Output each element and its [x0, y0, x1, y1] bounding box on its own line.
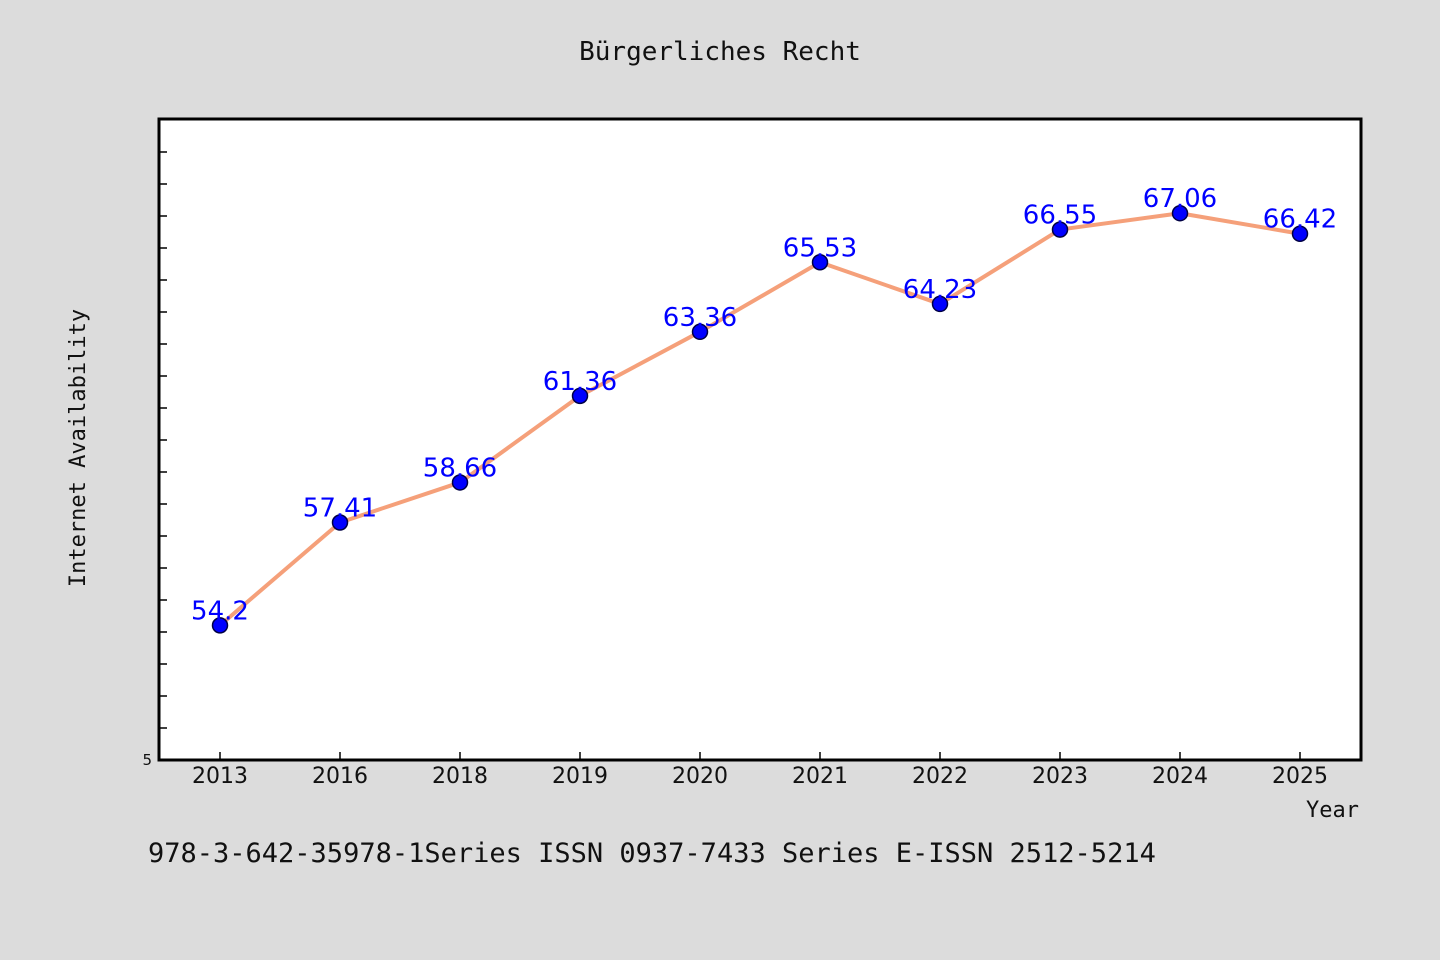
series-line — [218, 211, 1302, 628]
x-tick-label: 2021 — [792, 764, 848, 789]
data-label: 66.55 — [1023, 201, 1097, 231]
x-tick-label: 2013 — [192, 764, 248, 789]
chart-title: Bürgerliches Recht — [579, 37, 861, 67]
data-label: 61.36 — [543, 367, 617, 397]
data-label: 67.06 — [1143, 184, 1217, 214]
data-label: 57.41 — [303, 494, 377, 524]
data-point — [1051, 221, 1069, 238]
data-label: 65.53 — [783, 233, 857, 263]
series-layer: 54.2 57.41 58.66 61.36 63.36 65.53 64.23 66.55 6… — [191, 184, 1337, 634]
y-tick-label: 5 — [142, 751, 152, 769]
data-label: 54.2 — [191, 596, 249, 626]
data-point — [451, 474, 469, 491]
x-tick-label: 2024 — [1152, 764, 1208, 789]
y-axis-ticks: 5 — [142, 151, 167, 769]
x-tick-label: 2020 — [672, 764, 728, 789]
data-label: 66.42 — [1263, 205, 1337, 235]
data-label: 58.66 — [423, 453, 497, 483]
data-point — [1291, 225, 1309, 242]
x-tick-label: 2022 — [912, 764, 968, 789]
footer-isbn-issn-text: 978-3-642-35978-1Series ISSN 0937-7433 S… — [148, 838, 1156, 869]
x-tick-label: 2025 — [1272, 764, 1328, 789]
x-tick-label: 2023 — [1032, 764, 1088, 789]
x-tick-label: 2019 — [552, 764, 608, 789]
x-tick-label: 2016 — [312, 764, 368, 789]
data-point — [571, 387, 589, 405]
data-point — [811, 254, 829, 271]
data-point — [691, 323, 709, 341]
x-axis-label: Year — [1306, 798, 1359, 823]
plot-area — [157, 117, 1363, 762]
y-axis-label: Internet Availability — [66, 309, 91, 587]
data-point — [1171, 204, 1189, 222]
data-point — [211, 617, 229, 634]
x-axis-ticks: 2013 2016 2018 2019 2020 2021 2022 2023 2024 2025 — [192, 752, 1328, 789]
x-tick-label: 2018 — [432, 764, 488, 789]
data-point — [331, 514, 349, 531]
data-label: 64.23 — [903, 275, 977, 305]
data-label: 63.36 — [663, 303, 737, 333]
data-point — [931, 295, 949, 313]
